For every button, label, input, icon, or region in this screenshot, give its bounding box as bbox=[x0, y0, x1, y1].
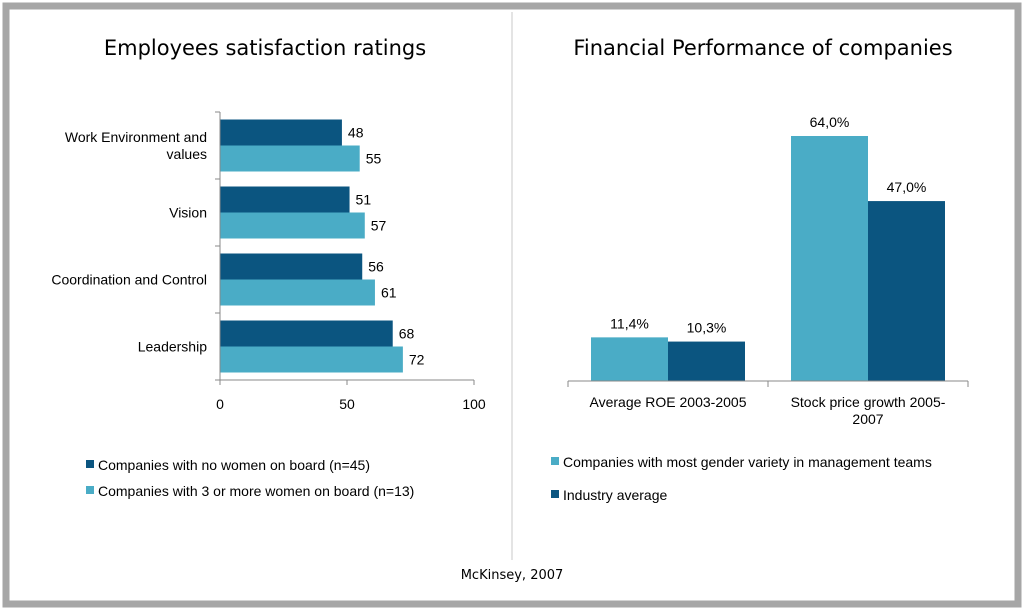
x-tick-label: 0 bbox=[216, 396, 224, 412]
category-label: 2007 bbox=[852, 411, 883, 427]
category-label: Work Environment and bbox=[65, 129, 207, 145]
performance-chart: 11,4% 10,3% Average ROE 2003-2005 64,0% 47,0… bbox=[551, 114, 969, 503]
legend-swatch bbox=[86, 486, 94, 494]
bar-value-label: 72 bbox=[409, 352, 425, 368]
category-label: Leadership bbox=[138, 339, 207, 355]
performance-chart-title: Financial Performance of companies bbox=[573, 36, 953, 60]
satisfaction-chart-title: Employees satisfaction ratings bbox=[103, 36, 427, 60]
bar-value-label: 51 bbox=[356, 192, 372, 208]
bar-no-women bbox=[220, 253, 363, 280]
legend-label: Industry average bbox=[563, 487, 667, 503]
bar-value-label: 11,4% bbox=[610, 315, 649, 331]
legend-swatch bbox=[551, 457, 559, 465]
bar-gender-variety bbox=[791, 136, 868, 381]
legend-label: Companies with most gender variety in ma… bbox=[563, 454, 932, 470]
bar-gender-variety bbox=[591, 337, 668, 381]
bar-value-label: 55 bbox=[366, 151, 382, 167]
category-label: Coordination and Control bbox=[51, 272, 207, 288]
legend-swatch bbox=[86, 460, 94, 468]
bar-value-label: 57 bbox=[371, 218, 387, 234]
bar-no-women bbox=[220, 320, 393, 347]
x-tick-label: 100 bbox=[462, 396, 486, 412]
legend-label: Companies with 3 or more women on board … bbox=[98, 483, 414, 499]
bar-three-plus-women bbox=[220, 346, 403, 373]
category-label: Stock price growth 2005- bbox=[791, 394, 946, 410]
bar-industry-average bbox=[668, 341, 745, 381]
bar-no-women bbox=[220, 119, 342, 146]
bar-value-label: 61 bbox=[381, 285, 397, 301]
bar-three-plus-women bbox=[220, 145, 360, 172]
x-tick-label: 50 bbox=[339, 396, 355, 412]
bar-value-label: 56 bbox=[368, 259, 384, 275]
bar-value-label: 10,3% bbox=[687, 320, 727, 336]
category-label: Vision bbox=[169, 205, 207, 221]
bar-value-label: 48 bbox=[348, 125, 364, 141]
bar-value-label: 47,0% bbox=[887, 179, 927, 195]
bar-no-women bbox=[220, 186, 350, 213]
bar-three-plus-women bbox=[220, 212, 365, 239]
category-label: values bbox=[167, 146, 207, 162]
bar-three-plus-women bbox=[220, 279, 375, 306]
bar-value-label: 64,0% bbox=[810, 114, 850, 130]
category-label: Average ROE 2003-2005 bbox=[590, 394, 747, 410]
legend-swatch bbox=[551, 490, 559, 498]
bar-value-label: 68 bbox=[399, 326, 415, 342]
legend-label: Companies with no women on board (n=45) bbox=[98, 457, 370, 473]
source-caption: McKinsey, 2007 bbox=[460, 568, 564, 583]
bar-industry-average bbox=[868, 201, 945, 381]
